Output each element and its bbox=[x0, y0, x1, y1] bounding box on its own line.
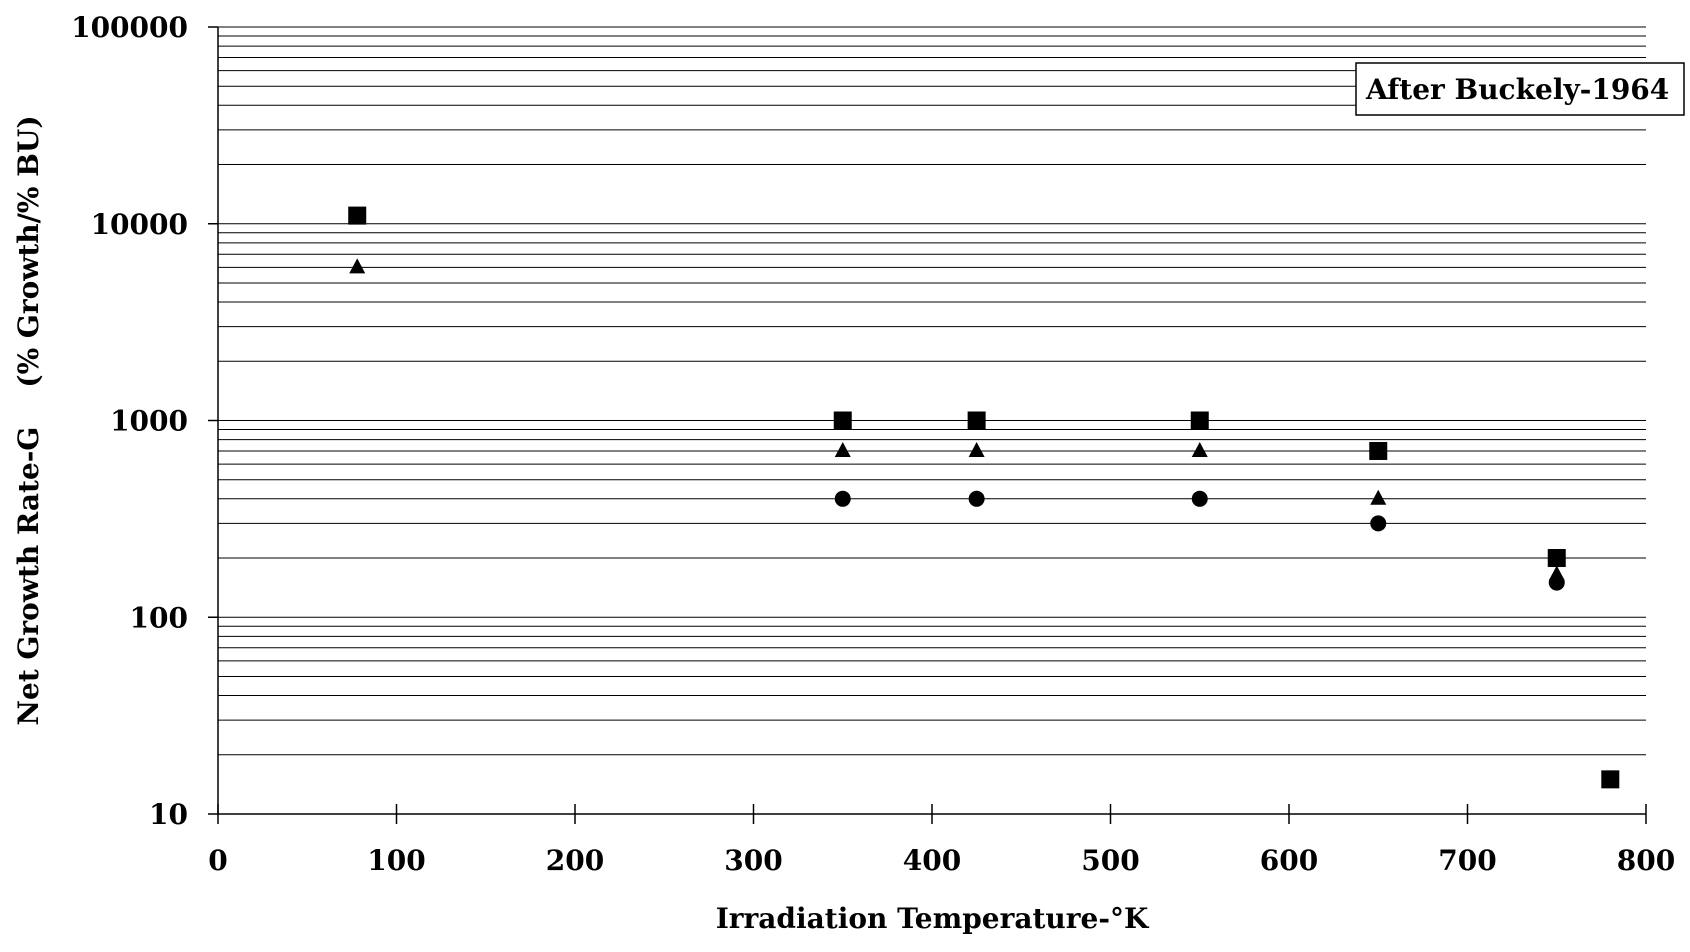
y-axis-title: Net Growth Rate-G (% Growth/% BU) bbox=[12, 115, 45, 725]
square-marker bbox=[967, 411, 986, 430]
y-tick-label: 1000 bbox=[110, 405, 188, 438]
circle-marker bbox=[1548, 574, 1565, 591]
square-marker bbox=[1547, 549, 1566, 568]
x-tick-label: 100 bbox=[367, 844, 425, 877]
y-tick-label: 10 bbox=[149, 798, 188, 831]
x-tick-label: 300 bbox=[724, 844, 782, 877]
x-tick-label: 800 bbox=[1617, 844, 1675, 877]
square-marker bbox=[1369, 441, 1388, 460]
square-marker bbox=[348, 206, 367, 225]
annotation-box: After Buckely-1964 bbox=[1355, 62, 1685, 116]
x-tick-label: 200 bbox=[546, 844, 604, 877]
x-axis-title: Irradiation Temperature-°K bbox=[716, 902, 1150, 935]
x-tick-label: 0 bbox=[208, 844, 227, 877]
x-tick-label: 700 bbox=[1438, 844, 1496, 877]
square-marker bbox=[1601, 770, 1620, 789]
x-tick-label: 500 bbox=[1081, 844, 1139, 877]
triangle-marker bbox=[1191, 441, 1208, 457]
data-points bbox=[348, 206, 1620, 789]
y-tick-label: 10000 bbox=[91, 208, 188, 241]
y-tick-label: 100000 bbox=[71, 11, 188, 44]
annotation-frame bbox=[1355, 62, 1685, 116]
x-tick-label: 400 bbox=[903, 844, 961, 877]
gridlines bbox=[218, 26, 1646, 756]
square-marker bbox=[833, 411, 852, 430]
triangle-marker bbox=[968, 441, 985, 457]
triangle-marker bbox=[349, 258, 366, 274]
y-tick-label: 100 bbox=[130, 601, 188, 634]
axes: 0 100 200 300 400 500 600 700 800 10 100 1000 10000 1… bbox=[71, 11, 1675, 877]
circle-marker bbox=[968, 490, 985, 507]
triangle-marker bbox=[1370, 489, 1387, 505]
x-tick-label: 600 bbox=[1260, 844, 1318, 877]
triangle-marker bbox=[834, 441, 851, 457]
annotation-text: After Buckely-1964 bbox=[1365, 73, 1669, 106]
circle-marker bbox=[1370, 515, 1387, 532]
circle-marker bbox=[834, 490, 851, 507]
square-marker bbox=[1190, 411, 1209, 430]
circle-marker bbox=[1191, 490, 1208, 507]
